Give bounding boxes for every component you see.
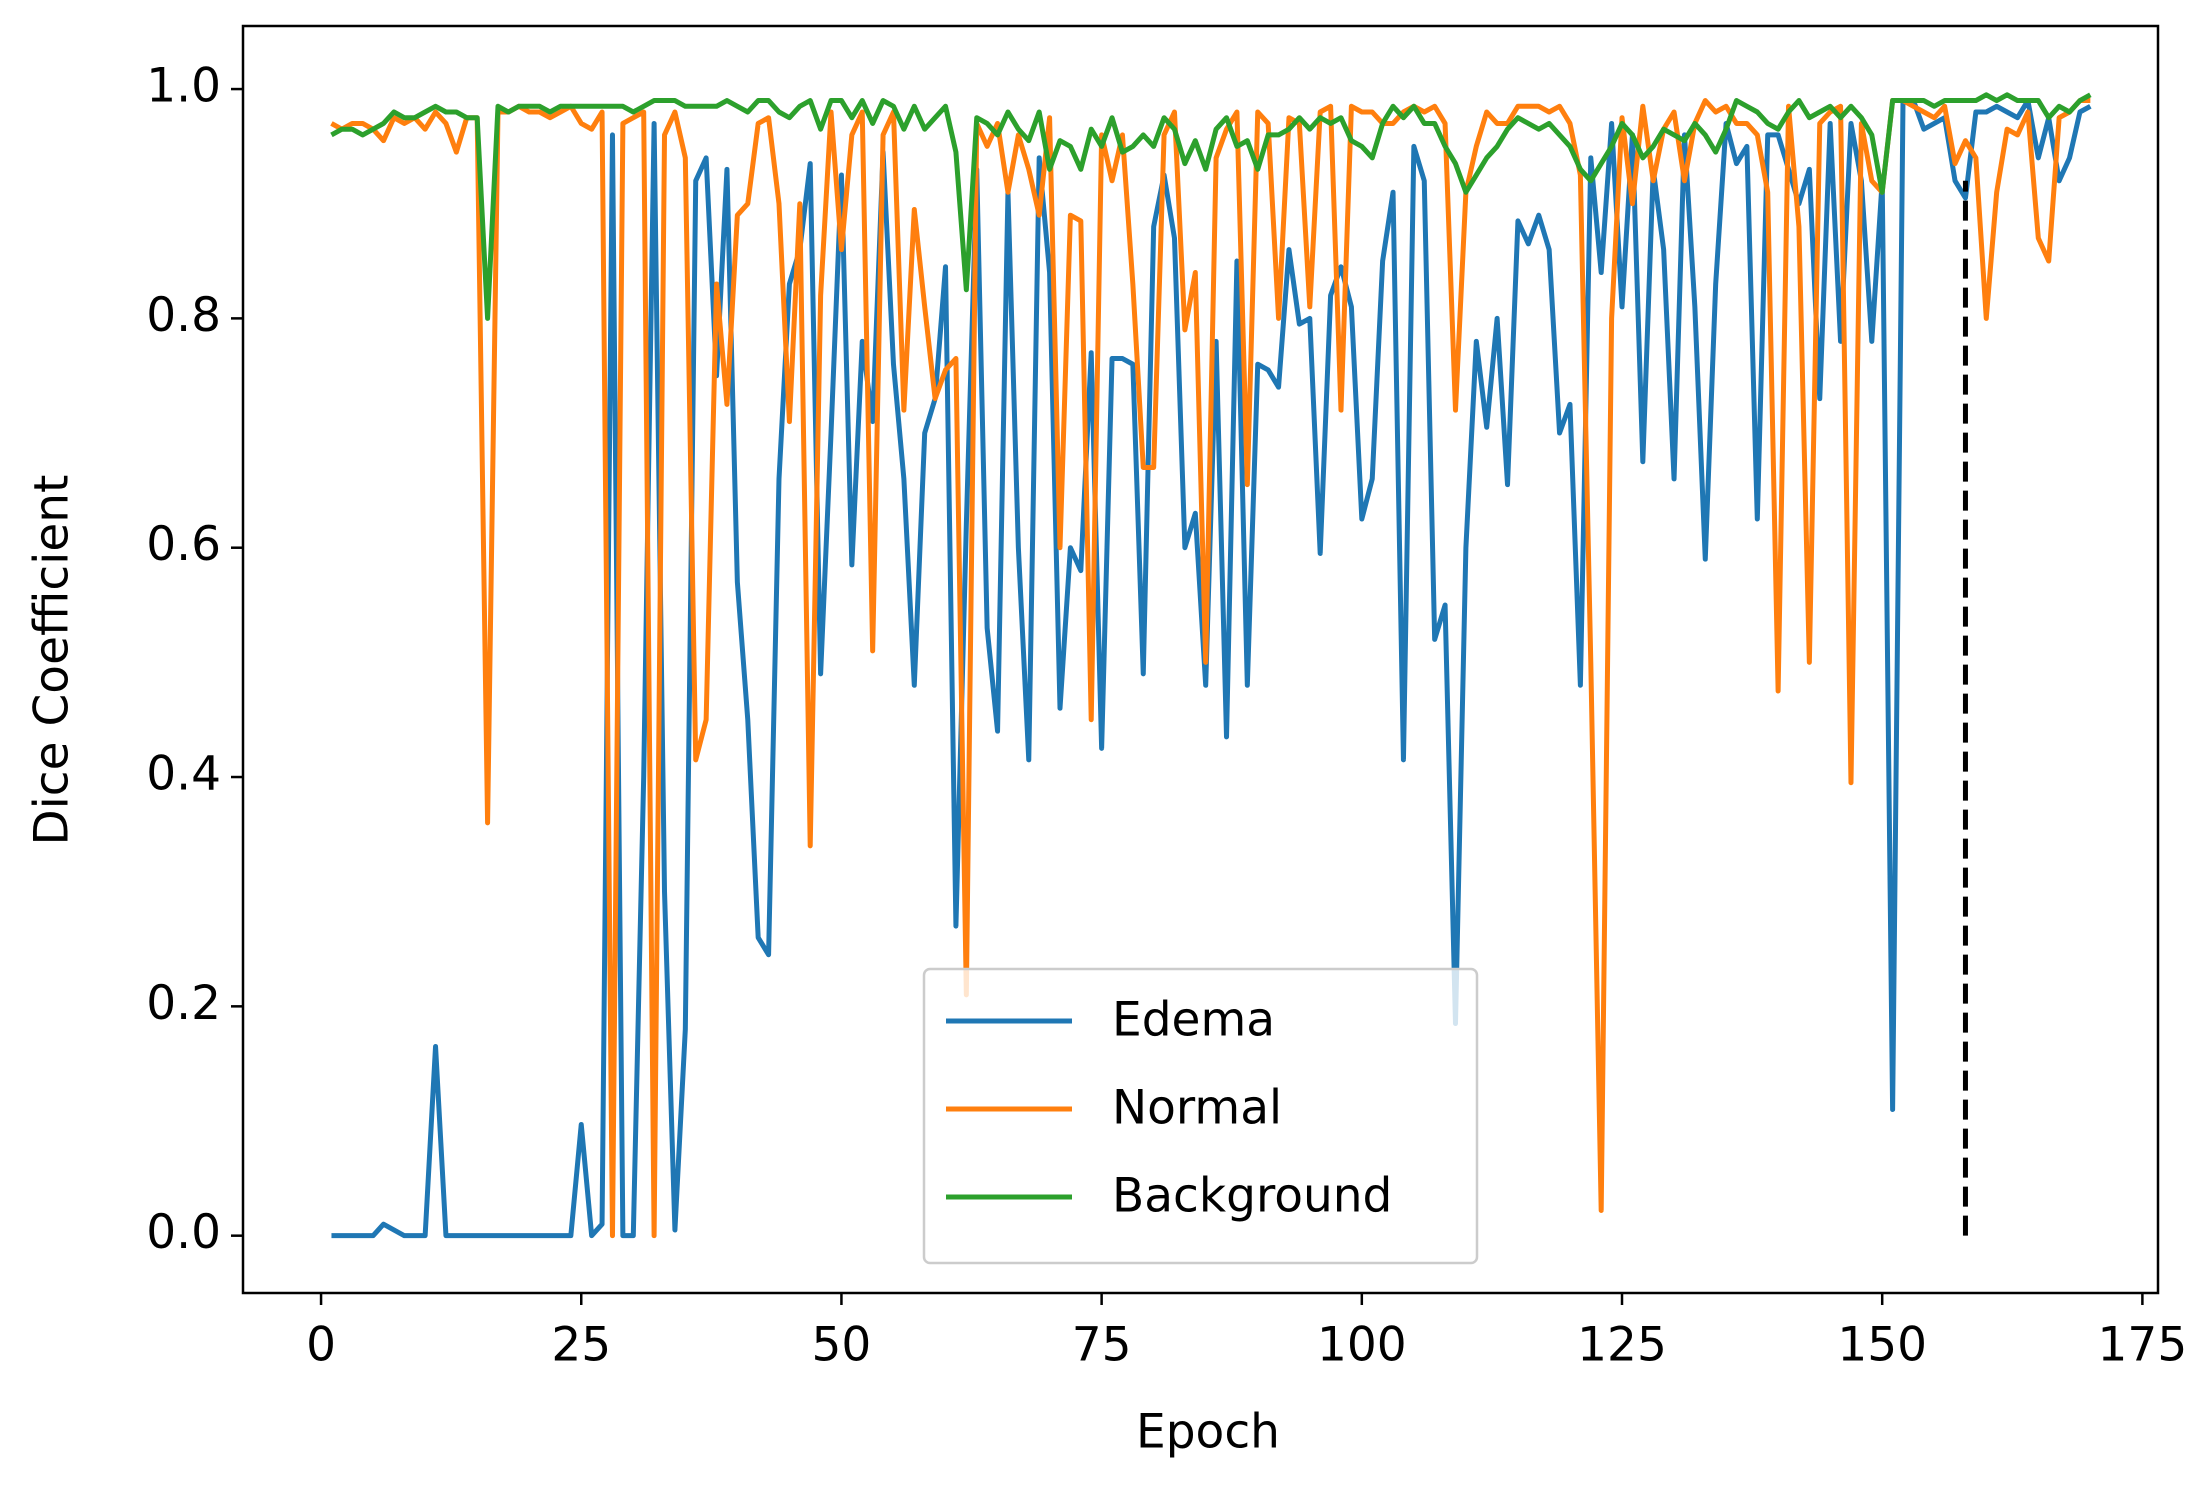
- plot-frame: [241, 24, 2160, 1295]
- y-tick-label: 0.6: [146, 517, 221, 572]
- y-tick-label: 0.4: [146, 747, 221, 802]
- data-line: [330, 98, 2091, 1239]
- x-tick-label: 150: [1837, 1318, 1927, 1373]
- y-axis-label: Dice Coefficient: [25, 475, 80, 846]
- x-tick-label: 50: [812, 1318, 872, 1373]
- y-tick-label: 0.8: [146, 288, 221, 343]
- x-tick-label: 25: [551, 1318, 611, 1373]
- data-line: [330, 92, 2092, 321]
- x-tick-label: 100: [1317, 1318, 1407, 1373]
- plot-area: [330, 92, 2092, 1239]
- legend-label: Background: [1112, 1169, 1392, 1224]
- legend: Edema Normal Background: [922, 967, 1479, 1265]
- legend-label: Normal: [1112, 1081, 1282, 1136]
- x-tick-label: 175: [2098, 1318, 2188, 1373]
- y-tick-label: 1.0: [146, 59, 221, 114]
- legend-box: [922, 967, 1479, 1265]
- legend-label: Edema: [1112, 993, 1275, 1048]
- y-tick-label: 0.2: [146, 976, 221, 1031]
- x-tick-label: 0: [306, 1318, 336, 1373]
- x-tick-label: 125: [1577, 1318, 1667, 1373]
- x-tick-label: 75: [1072, 1318, 1132, 1373]
- x-axis-label: Epoch: [1136, 1405, 1280, 1460]
- y-tick-label: 0.0: [146, 1205, 221, 1260]
